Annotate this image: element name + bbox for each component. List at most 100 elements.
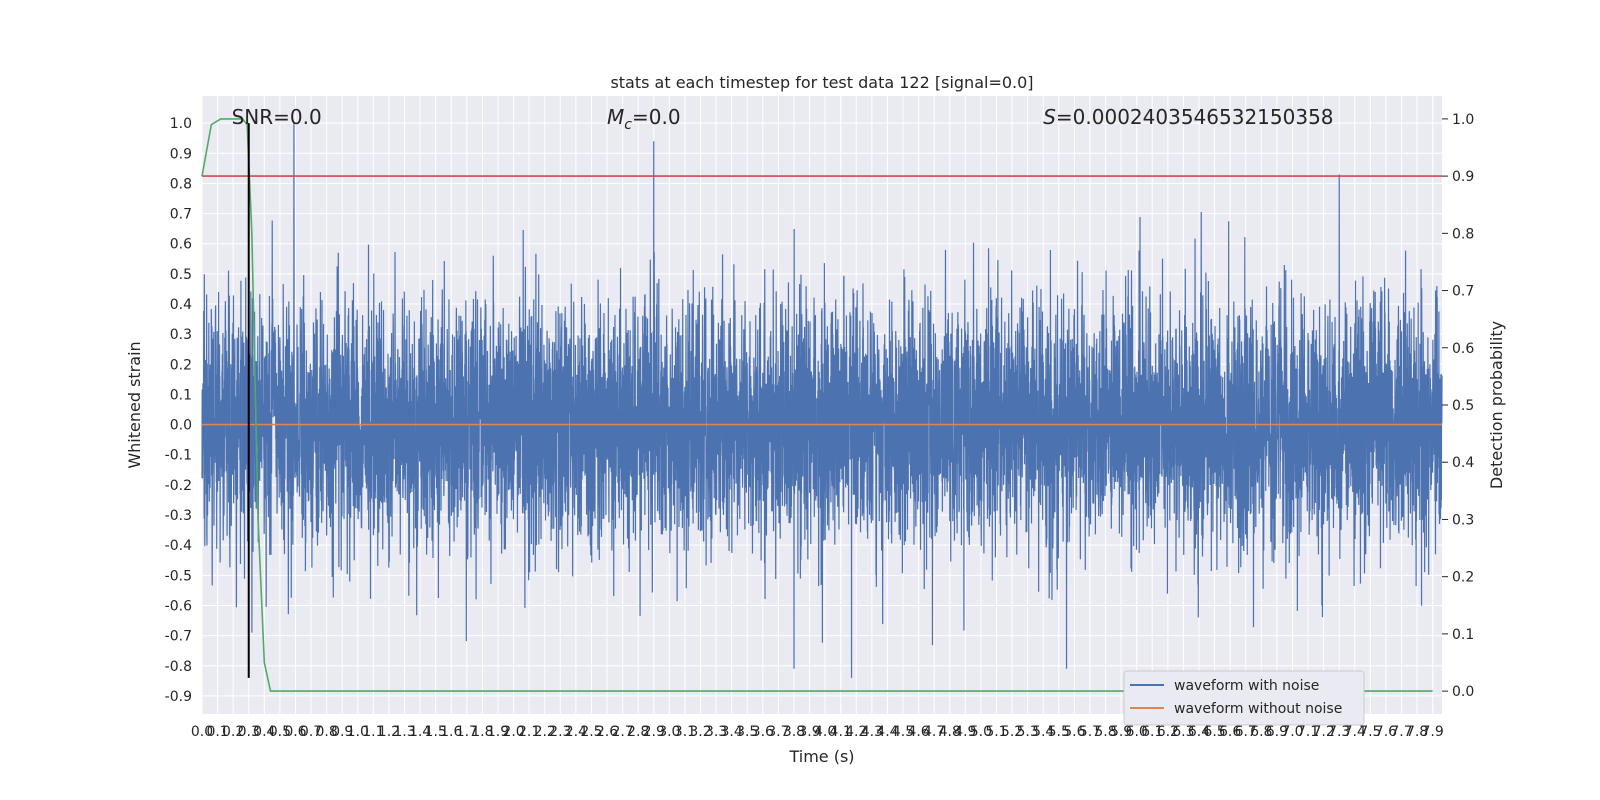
x-tick-label: 4.5: [892, 724, 914, 740]
x-tick-label: 7.7: [1390, 724, 1412, 740]
series-lines: [201, 118, 1442, 692]
series-detection-probability: [201, 118, 1433, 692]
x-tick-label: 2.3: [549, 724, 571, 740]
x-tick-label: 6.4: [1188, 724, 1210, 740]
legend-label-noise: waveform with noise: [1174, 678, 1319, 694]
y-tick-label: 0.8: [170, 176, 192, 192]
x-tick-label: 3.4: [721, 724, 743, 740]
x-tick-label: 7.4: [1344, 724, 1366, 740]
legend-label-clean: waveform without noise: [1174, 701, 1342, 717]
y2-axis-label: Detection probability: [1487, 321, 1506, 489]
annotation-2: S=0.0002403546532150358: [1043, 105, 1333, 129]
annotation-prefix: S: [1043, 105, 1056, 129]
y2-tick-label: 0.9: [1452, 169, 1474, 185]
y-tick-label: 1.0: [170, 116, 192, 132]
x-axis-label: Time (s): [788, 747, 854, 766]
x-tick-label: 4.3: [861, 724, 883, 740]
x-tick-label: 2.9: [643, 724, 665, 740]
annotation-1: Mc=0.0: [607, 105, 681, 133]
annotation-value: =0.0002403546532150358: [1056, 105, 1334, 129]
x-tick-label: 5.1: [985, 724, 1007, 740]
x-tick-label: 2.6: [596, 724, 618, 740]
y-tick-label: 0.4: [170, 297, 192, 313]
x-tick-label: 1.8: [471, 724, 493, 740]
x-tick-label: 1.9: [487, 724, 509, 740]
legend: waveform with noise waveform without noi…: [1123, 670, 1365, 726]
y2-tick-label: 0.6: [1452, 341, 1474, 357]
x-tick-label: 1.1: [362, 724, 384, 740]
annotation-0: SNR=0.0: [232, 105, 322, 129]
x-tick-label: 6.3: [1172, 724, 1194, 740]
y2-tick-label: 1.0: [1452, 112, 1474, 128]
x-tick-label: 5.3: [1016, 724, 1038, 740]
y-tick-label: 0.0: [170, 418, 192, 434]
x-tick-label: 5.4: [1032, 724, 1054, 740]
x-tick-label: 1.3: [393, 724, 415, 740]
series-waveform-with-noise: [201, 123, 1443, 678]
x-tick-label: 4.8: [939, 724, 961, 740]
y2-tick-label: 0.1: [1452, 627, 1474, 643]
y2-tick-label: 0.5: [1452, 398, 1474, 414]
x-tick-label: 2.0: [502, 724, 524, 740]
annotation-subscript: c: [624, 117, 632, 133]
x-tick-label: 1.4: [409, 724, 431, 740]
y-tick-label: 0.6: [170, 237, 192, 253]
x-tick-label: 4.2: [845, 724, 867, 740]
x-tick-label: 5.9: [1110, 724, 1132, 740]
y2-tick-label: 0.3: [1452, 512, 1474, 528]
annotation-value: =0.0: [632, 105, 681, 129]
x-tick-label: 7.3: [1328, 724, 1350, 740]
y-tick-label: -0.3: [165, 508, 192, 524]
x-tick-label: 3.2: [689, 724, 711, 740]
y-tick-label: 0.3: [170, 327, 192, 343]
x-tick-label: 6.8: [1250, 724, 1272, 740]
x-tick-label: 2.5: [580, 724, 602, 740]
x-tick-label: 5.8: [1094, 724, 1116, 740]
x-tick-label: 2.8: [627, 724, 649, 740]
x-tick-label: 7.2: [1312, 724, 1334, 740]
x-tick-label: 0.6: [284, 724, 306, 740]
x-tick-label: 0.1: [206, 724, 228, 740]
x-tick-label: 5.7: [1079, 724, 1101, 740]
x-tick-label: 2.2: [534, 724, 556, 740]
x-tick-label: 7.5: [1359, 724, 1381, 740]
x-tick-label: 2.4: [565, 724, 587, 740]
x-tick-label: 3.8: [783, 724, 805, 740]
x-tick-label: 4.0: [814, 724, 836, 740]
legend-box: [1123, 670, 1365, 726]
x-tick-label: 5.0: [970, 724, 992, 740]
x-tick-label: 4.4: [876, 724, 898, 740]
y-tick-label: -0.2: [165, 478, 192, 494]
chart-title: stats at each timestep for test data 122…: [610, 73, 1033, 92]
x-tick-label: 6.5: [1203, 724, 1225, 740]
x-tick-label: 3.0: [658, 724, 680, 740]
noise-waveform: [201, 123, 1443, 678]
y-tick-label: -0.4: [165, 538, 192, 554]
y2-tick-label: 0.7: [1452, 284, 1474, 300]
x-tick-labels: 0.00.10.20.30.40.50.60.70.80.91.01.11.21…: [191, 724, 1444, 740]
y-tick-label: 0.9: [170, 146, 192, 162]
y-tick-label: -0.6: [165, 598, 192, 614]
x-tick-label: 3.9: [798, 724, 820, 740]
annotation-prefix: M: [607, 105, 624, 129]
y2-tick-label: 0.2: [1452, 570, 1474, 586]
x-tick-label: 4.7: [923, 724, 945, 740]
x-tick-label: 0.3: [238, 724, 260, 740]
x-tick-label: 6.6: [1219, 724, 1241, 740]
annotation-prefix: SNR: [232, 105, 274, 129]
x-tick-label: 5.2: [1001, 724, 1023, 740]
y2-tick-label: 0.4: [1452, 455, 1474, 471]
y-tick-label: 0.7: [170, 207, 192, 223]
x-tick-label: 3.1: [674, 724, 696, 740]
y2-tick-label: 0.8: [1452, 226, 1474, 242]
x-tick-label: 1.5: [425, 724, 447, 740]
y-tick-labels: -0.9 -0.8 -0.7 -0.6 -0.5 -0.4 -0.3 -0.2 -0.1 0.0 0…: [165, 116, 192, 705]
y-tick-label: -0.1: [165, 448, 192, 464]
x-tick-label: 4.6: [907, 724, 929, 740]
x-tick-label: 6.0: [1126, 724, 1148, 740]
x-tick-label: 2.1: [518, 724, 540, 740]
y-tick-label: -0.5: [165, 568, 192, 584]
x-tick-label: 2.7: [611, 724, 633, 740]
y-axis-label: Whitened strain: [125, 341, 144, 468]
